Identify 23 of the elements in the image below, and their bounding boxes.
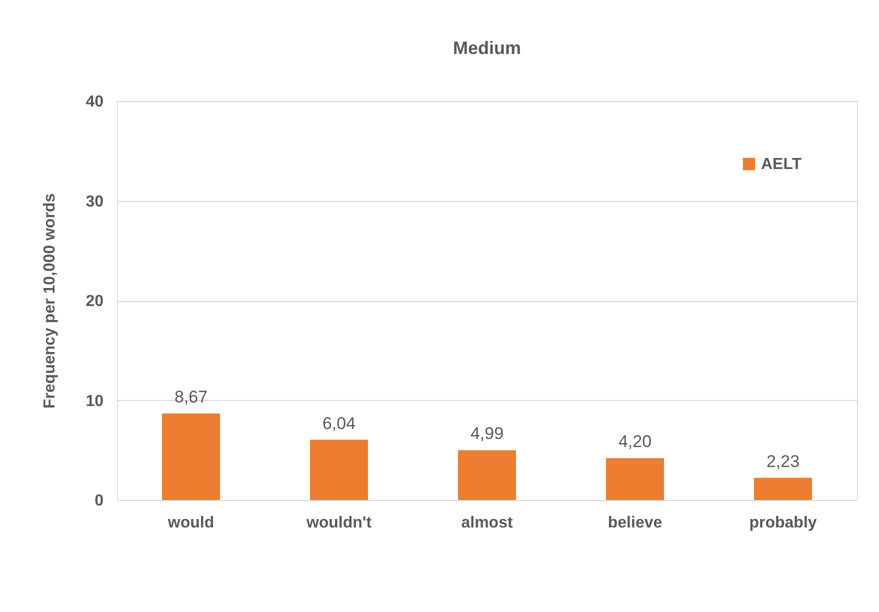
chart-title: Medium bbox=[452, 38, 522, 58]
data-label: 4,20 bbox=[618, 432, 652, 452]
legend-label: AELT bbox=[761, 156, 802, 173]
bar bbox=[754, 478, 812, 500]
data-label: 2,23 bbox=[766, 452, 800, 471]
bar bbox=[606, 458, 664, 500]
y-tick-label: 30 bbox=[86, 193, 104, 210]
bar bbox=[310, 440, 368, 500]
y-tick-label: 10 bbox=[86, 392, 104, 410]
x-tick-label: believe bbox=[608, 514, 662, 532]
data-label: 6,04 bbox=[322, 414, 356, 433]
x-tick-label: probably bbox=[749, 514, 817, 532]
y-tick-label: 0 bbox=[94, 492, 104, 510]
data-label: 4,99 bbox=[470, 424, 504, 444]
bar bbox=[458, 450, 516, 500]
x-tick-label: wouldn't bbox=[305, 514, 372, 532]
bar bbox=[162, 414, 220, 500]
x-tick-label: almost bbox=[461, 514, 514, 532]
y-tick-label: 40 bbox=[86, 94, 104, 110]
data-label: 8,67 bbox=[174, 388, 208, 407]
x-tick-label: would bbox=[166, 514, 214, 532]
y-tick-label: 20 bbox=[86, 293, 104, 310]
y-axis-title: Frequency per 10,000 words bbox=[42, 193, 59, 409]
